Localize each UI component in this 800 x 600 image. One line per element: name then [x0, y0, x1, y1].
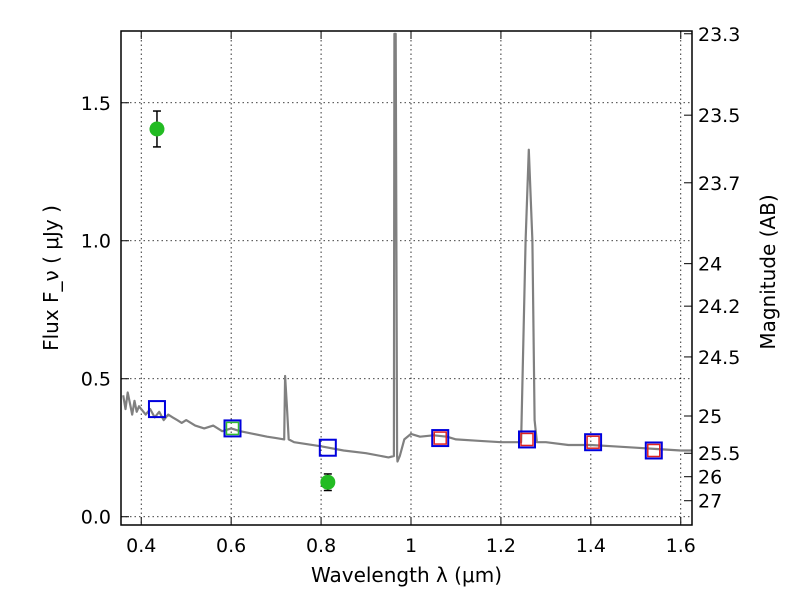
y2-tick-label: 23.3 — [698, 24, 740, 46]
y-axis-label: Flux F_ν ( μJy ) — [39, 205, 63, 351]
x-tick-label: 0.6 — [216, 535, 246, 557]
model-photometry-marker — [147, 400, 166, 419]
y2-tick-label: 23.7 — [698, 173, 740, 195]
y2-tick-label: 23.5 — [698, 105, 740, 127]
y-tick-label: 1.5 — [81, 93, 111, 115]
y2-tick-label: 24 — [698, 254, 722, 276]
model-photometry-marker — [431, 429, 450, 448]
model-photometry-inner-marker — [647, 443, 661, 458]
model-photometry-marker — [223, 419, 242, 438]
x-tick-label: 0.4 — [126, 535, 156, 557]
y2-tick-label: 24.5 — [698, 347, 740, 369]
plot-frame — [120, 30, 693, 526]
model-photometry-marker — [584, 433, 603, 452]
observed-flux-point — [320, 474, 336, 490]
x-tick-label: 1.6 — [666, 535, 696, 557]
observed-flux-point — [149, 121, 165, 137]
tick-layer: 0.4 0.6 0.8 1 1.2 1.4 1.6 0.0 0.5 1.0 1.5 23.3 23.5 2… — [81, 24, 741, 557]
grid-layer — [121, 31, 692, 525]
x-axis-label: Wavelength λ (μm) — [311, 563, 502, 587]
x-tick-label: 1.2 — [486, 535, 516, 557]
x-tick-label: 0.8 — [306, 535, 336, 557]
y2-tick-label: 25.5 — [698, 443, 740, 465]
y-tick-label: 0.5 — [81, 369, 111, 391]
model-photometry-marker — [517, 430, 536, 449]
y2-tick-label: 26 — [698, 467, 722, 489]
model-photometry-inner-marker — [520, 432, 534, 447]
y2-tick-label: 27 — [698, 491, 722, 513]
y2-tick-label: 24.2 — [698, 296, 740, 318]
data-layer — [122, 32, 692, 492]
x-tick-label: 1 — [405, 535, 417, 557]
y-tick-label: 1.0 — [81, 231, 111, 253]
model-photometry-inner-marker — [433, 431, 447, 445]
y2-axis-label: Magnitude (AB) — [756, 194, 780, 349]
model-photometry-marker — [318, 438, 337, 457]
y2-tick-label: 25 — [698, 406, 722, 428]
model-photometry-inner-marker — [225, 421, 240, 436]
x-tick-label: 1.4 — [576, 535, 606, 557]
model-photometry-marker — [644, 441, 663, 460]
y-tick-label: 0.0 — [81, 507, 111, 529]
model-photometry-inner-marker — [586, 435, 600, 449]
